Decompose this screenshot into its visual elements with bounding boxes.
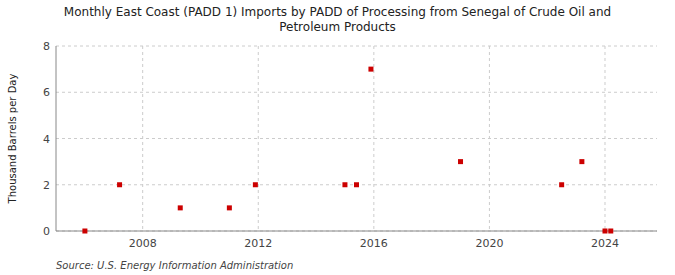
- x-grid-line: [373, 46, 374, 231]
- x-tick-label: 2020: [475, 237, 503, 250]
- x-tick-label: 2024: [591, 237, 619, 250]
- point: [82, 229, 87, 234]
- x-axis-line: [56, 231, 657, 232]
- point: [458, 159, 463, 164]
- source: Source: U.S. Energy Information Administ…: [56, 260, 293, 271]
- point: [117, 182, 122, 187]
- y-tick-label: 8: [43, 40, 50, 53]
- point: [178, 205, 183, 210]
- point: [253, 182, 258, 187]
- point: [368, 67, 373, 72]
- x-tick-label: 2016: [360, 237, 388, 250]
- point: [354, 182, 359, 187]
- x-grid-line: [604, 46, 605, 231]
- point: [342, 182, 347, 187]
- point: [602, 229, 607, 234]
- chart: Monthly East Coast (PADD 1) Imports by P…: [0, 0, 675, 275]
- y-tick-label: 0: [43, 225, 50, 238]
- point: [559, 182, 564, 187]
- y-tick-label: 4: [43, 133, 50, 146]
- title-line: Petroleum Products: [279, 20, 396, 34]
- point: [579, 159, 584, 164]
- point: [227, 205, 232, 210]
- y-axis-line: [56, 46, 57, 231]
- y-grid-line: [56, 46, 657, 47]
- x-tick-label: 2012: [244, 237, 272, 250]
- y-tick-label: 6: [43, 86, 50, 99]
- y-grid-line: [56, 92, 657, 93]
- title-line: Monthly East Coast (PADD 1) Imports by P…: [64, 5, 611, 19]
- grid: [56, 46, 657, 231]
- point: [608, 229, 613, 234]
- y-axis-label: Thousand Barrels per Day: [7, 74, 18, 205]
- y-tick-label: 2: [43, 179, 50, 192]
- y-grid-line: [56, 231, 657, 232]
- title: Monthly East Coast (PADD 1) Imports by P…: [64, 5, 611, 34]
- y-grid-line: [56, 138, 657, 139]
- x-grid-line: [142, 46, 143, 231]
- x-grid-line: [489, 46, 490, 231]
- points: [82, 67, 613, 234]
- x-tick-label: 2008: [129, 237, 157, 250]
- x-grid-line: [258, 46, 259, 231]
